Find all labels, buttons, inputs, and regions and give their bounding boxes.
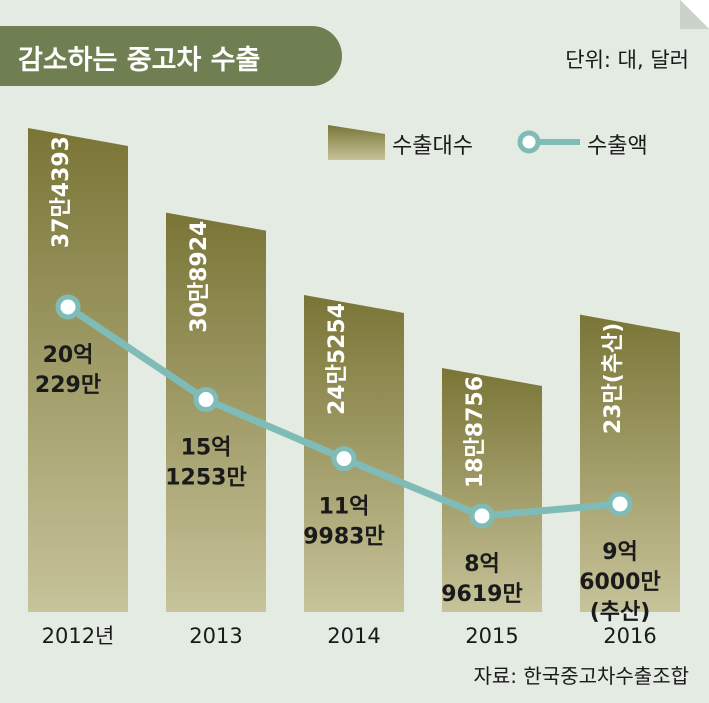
x-tick-2: 2014 — [327, 624, 380, 648]
point-label-0-0: 20억 — [43, 343, 94, 368]
bar-4 — [580, 314, 680, 612]
bar-value-label-0: 37만4393 — [49, 136, 74, 248]
x-tick-3: 2015 — [465, 624, 518, 648]
bar-value-label-1: 30만8924 — [187, 221, 212, 333]
line-series — [55, 294, 633, 529]
line-point-0 — [55, 294, 81, 320]
x-tick-0: 2012년 — [42, 624, 115, 648]
chart-title: 감소하는 중고차 수출 — [18, 45, 261, 76]
point-labels: 20억 229만 15억 1253만 11억 9983만 8억 9619만 9억 6000만 (추산… — [35, 343, 661, 625]
x-tick-1: 2013 — [189, 624, 242, 648]
legend-line-marker — [517, 130, 541, 154]
line-point-3 — [469, 503, 495, 529]
x-tick-4: 2016 — [603, 624, 656, 648]
bar-value-label-3: 18만8756 — [463, 376, 488, 488]
point-label-2-1: 9983만 — [303, 525, 384, 550]
point-label-4-1: 6000만 — [579, 570, 660, 595]
bar-value-label-4: 23만(추산) — [601, 323, 626, 434]
bar-3 — [442, 367, 542, 612]
bar-value-label-2: 24만5254 — [325, 303, 350, 415]
point-label-4-0: 9억 — [602, 540, 638, 565]
bar-series — [28, 128, 680, 612]
source-note: 자료: 한국중고차수출조합 — [473, 664, 690, 688]
point-label-1-0: 15억 — [181, 436, 232, 461]
bar-1 — [166, 212, 266, 612]
bar-labels: 37만4393 30만8924 24만5254 18만8756 23만(추산) — [49, 136, 626, 488]
bar-0 — [28, 128, 128, 612]
page-corner-fold — [680, 0, 709, 29]
point-label-3-1: 9619만 — [441, 582, 522, 607]
legend: 수출대수 수출액 — [328, 125, 648, 160]
line-point-4 — [607, 491, 633, 517]
legend-bar-label: 수출대수 — [392, 134, 473, 159]
x-axis: 2012년 2013 2014 2015 2016 — [42, 624, 657, 648]
unit-note: 단위: 대, 달러 — [565, 48, 689, 72]
point-label-0-1: 229만 — [35, 373, 101, 398]
point-label-2-0: 11억 — [319, 495, 370, 520]
line-point-1 — [193, 387, 219, 413]
point-label-4-2: (추산) — [590, 600, 651, 625]
line-point-2 — [331, 446, 357, 472]
point-label-1-1: 1253만 — [165, 466, 246, 491]
point-label-3-0: 8억 — [464, 552, 500, 577]
legend-bar-swatch — [328, 125, 385, 160]
legend-line-label: 수출액 — [587, 134, 648, 159]
title-banner: 감소하는 중고차 수출 — [0, 26, 342, 86]
